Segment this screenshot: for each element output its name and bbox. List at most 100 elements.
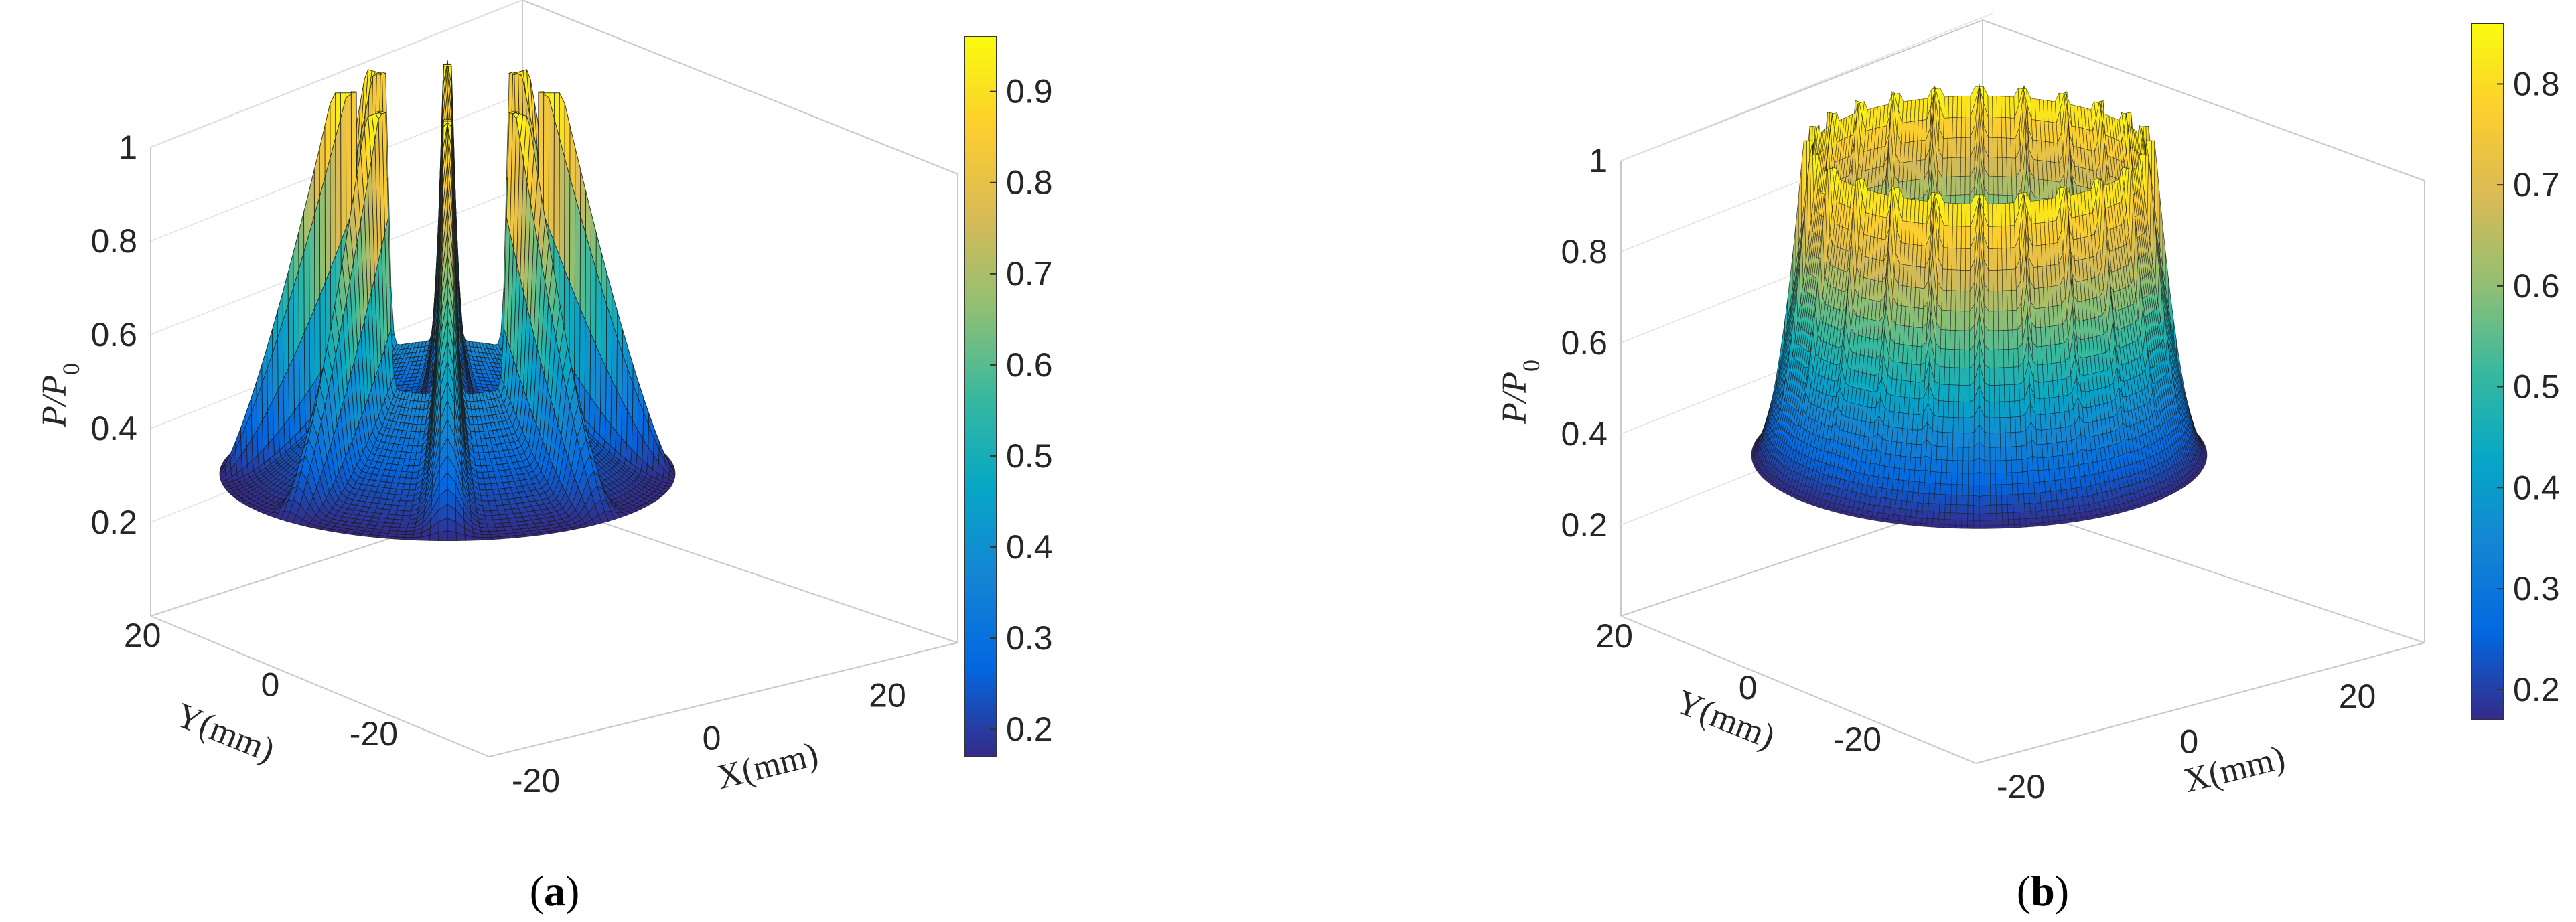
surface-patch: [473, 536, 484, 541]
surface-patch: [1941, 177, 1947, 196]
surface-patch: [482, 506, 492, 512]
surface-patch: [309, 308, 316, 390]
surface-patch: [406, 495, 415, 502]
surface-patch: [480, 530, 490, 535]
surface-patch: [401, 515, 411, 521]
panel-a-z-axis-label: P/P0: [35, 363, 84, 428]
surface-patch: [2011, 177, 2017, 196]
surface-patch: [298, 333, 305, 405]
surface-patch: [559, 138, 565, 270]
surface-patch: [579, 215, 586, 321]
colorbar-tick-label: 0.7: [1006, 255, 1053, 293]
surface-patch: [447, 64, 452, 67]
surface-patch: [405, 530, 415, 535]
z-tick-label: 0.4: [90, 410, 137, 447]
surface-patch: [1960, 157, 1966, 177]
x-tick-label: 0: [703, 719, 721, 757]
surface-patch: [1993, 157, 1999, 177]
z-tick-label: 0.6: [90, 316, 137, 354]
surface-patch: [2002, 176, 2008, 196]
surface-patch: [1960, 175, 1966, 196]
surface-patch: [1950, 176, 1956, 196]
panel-a-colorbar: [964, 36, 997, 757]
y-tick-label: -20: [350, 715, 398, 753]
surface-patch: [324, 157, 331, 283]
surface-patch: [600, 356, 607, 419]
surface-patch: [313, 196, 321, 309]
surface-patch: [303, 320, 311, 398]
surface-patch: [1988, 157, 1994, 177]
surface-patch: [1964, 157, 1971, 177]
surface-patch: [579, 308, 586, 390]
surface-patch: [480, 495, 489, 502]
surface-patch: [1956, 137, 1962, 158]
colorbar-tick-label: 0.5: [1006, 437, 1053, 475]
surface-patch: [1997, 157, 2003, 177]
surface-patch: [553, 118, 560, 256]
surface-patch: [319, 177, 326, 296]
surface-patch: [1951, 157, 1957, 177]
surface-patch: [584, 320, 591, 398]
surface-patch: [345, 93, 352, 228]
surface-patch: [447, 530, 457, 542]
surface-patch: [403, 506, 413, 512]
surface-patch: [443, 64, 448, 67]
surface-patch: [1992, 137, 1998, 158]
surface-patch: [1964, 175, 1971, 196]
surface-patch: [330, 138, 336, 270]
surface-patch: [384, 536, 397, 540]
surface-patch: [548, 98, 555, 242]
surface-patch: [402, 510, 412, 516]
surface-patch: [303, 234, 310, 333]
z-tick-label: 1: [119, 129, 137, 166]
surface-patch: [2001, 137, 2007, 158]
surface-patch: [543, 93, 550, 228]
surface-patch: [309, 215, 315, 321]
surface-patch: [2007, 176, 2013, 196]
surface-patch: [1946, 176, 1952, 196]
surface-patch: [484, 515, 494, 521]
panel-a-colorbar-ticks: 0.20.30.40.50.60.70.80.9: [990, 73, 1053, 748]
colorbar-tick-label: 0.8: [1006, 164, 1053, 202]
surface-patch: [1997, 176, 2003, 196]
panel-a-x-axis-label: X(mm): [713, 735, 822, 797]
panel-a-y-axis-label: Y(mm): [171, 696, 280, 770]
colorbar-tick-label: 0.4: [1006, 528, 1053, 566]
surface-patch: [1993, 175, 1999, 196]
panel-a-z-ticks: 0.20.40.60.81: [90, 129, 137, 541]
surface-patch: [589, 333, 597, 405]
surface-patch: [1946, 137, 1953, 159]
surface-patch: [482, 537, 492, 540]
surface-patch: [574, 196, 581, 309]
surface-patch: [411, 536, 422, 541]
surface-patch: [564, 157, 571, 283]
surface-patch: [288, 356, 295, 419]
surface-patch: [376, 535, 388, 539]
z-tick-label: 0.8: [90, 222, 137, 260]
surface-patch: [595, 345, 601, 412]
surface-patch: [438, 530, 448, 542]
surface-patch: [335, 118, 342, 256]
surface-patch: [400, 519, 410, 525]
surface-patch: [1988, 137, 1993, 158]
surface-patch: [1988, 175, 1994, 196]
surface-patch: [314, 295, 321, 382]
surface-patch: [485, 519, 495, 525]
surface-patch: [340, 98, 347, 242]
surface-patch: [393, 536, 405, 540]
surface-patch: [2006, 157, 2012, 177]
x-tick-label: 20: [869, 677, 906, 714]
surface-patch: [498, 536, 510, 540]
surface-patch: [1960, 137, 1966, 158]
surface-patch: [585, 234, 591, 333]
panel-a-caption: (a): [530, 867, 580, 915]
surface-patch: [483, 510, 493, 516]
surface-patch: [490, 536, 502, 540]
surface-patch: [2001, 157, 2007, 177]
panel-b-surface: [1751, 84, 2208, 529]
surface-patch: [1951, 137, 1957, 158]
